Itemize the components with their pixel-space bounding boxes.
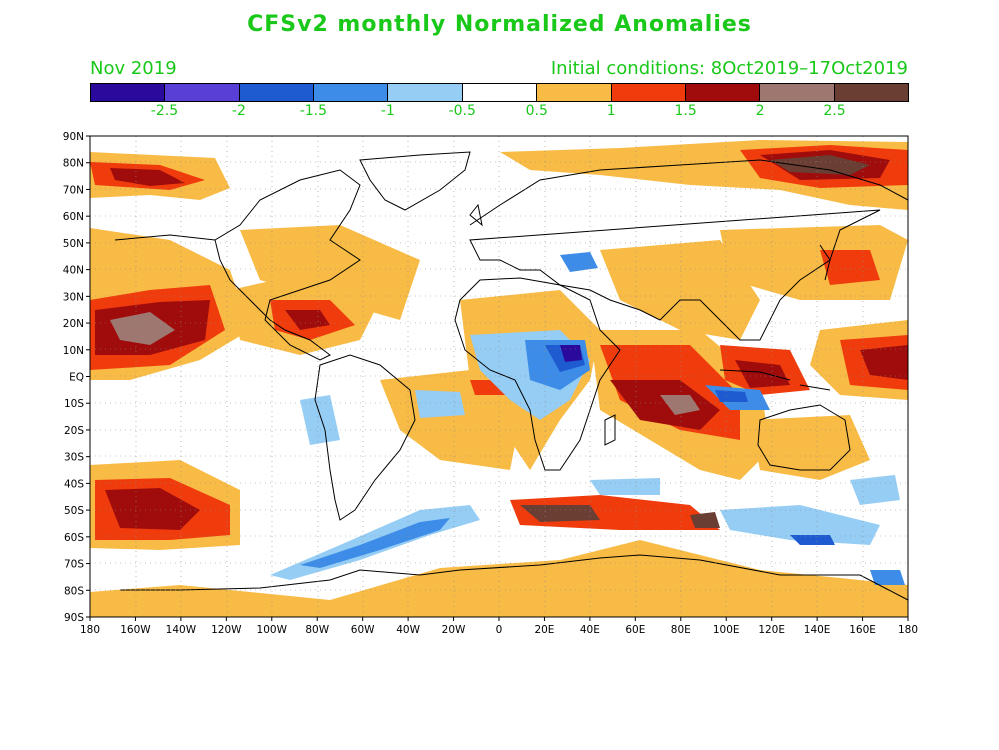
- colorbar-segment: [91, 84, 166, 101]
- longitude-label: 160W: [120, 624, 151, 636]
- map-title: CFSv2 monthly Normalized Anomalies: [247, 12, 752, 37]
- axis-ticks: [86, 135, 909, 621]
- colorbar-segment: [537, 84, 612, 101]
- latitude-label: 90S: [64, 612, 84, 624]
- longitude-label: 40E: [580, 624, 600, 636]
- colorbar-label: 1: [606, 103, 616, 119]
- latitude-label: 10S: [64, 398, 84, 410]
- colorbar-segment: [165, 84, 240, 101]
- longitude-label: 80E: [671, 624, 691, 636]
- colorbar-segment: [834, 84, 908, 101]
- colorbar-segment: [462, 84, 538, 101]
- colorbar-segment: [239, 84, 315, 101]
- longitude-label: 20W: [442, 624, 466, 636]
- latitude-label: 30N: [63, 291, 84, 303]
- latitude-labels: 90N 80N 70N 60N 50N 40N 30N 20N 10N EQ 10S 20S 30S 40…: [63, 131, 85, 624]
- colorbar-segment: [760, 84, 835, 101]
- colorbar-label: -2.5: [150, 103, 179, 119]
- latitude-label: EQ: [69, 372, 84, 384]
- longitude-label: 180: [80, 624, 100, 636]
- latitude-label: 20S: [64, 425, 84, 437]
- latitude-label: 50S: [64, 505, 84, 517]
- latitude-label: 70S: [64, 559, 84, 571]
- colorbar-labels: -2.5 -2 -1.5 -1 -0.5 0.5 1 1.5 2 2.5: [90, 103, 909, 121]
- latitude-label: 30S: [64, 452, 84, 464]
- latitude-label: 80N: [63, 158, 84, 170]
- colorbar-segment: [314, 84, 389, 101]
- continent-outlines: [114, 151, 909, 601]
- anomaly-shading: [90, 140, 908, 617]
- longitude-label: 100W: [257, 624, 288, 636]
- latitude-label: 80S: [64, 585, 84, 597]
- latitude-label: 50N: [63, 238, 84, 250]
- longitude-label: 140W: [166, 624, 197, 636]
- longitude-label: 40W: [396, 624, 420, 636]
- map-grid: [90, 136, 908, 617]
- colorbar-label: 0.5: [525, 103, 548, 119]
- latitude-label: 20N: [63, 318, 84, 330]
- colorbar-label: 2.5: [823, 103, 846, 119]
- longitude-label: 100E: [713, 624, 740, 636]
- longitude-label: 120E: [758, 624, 785, 636]
- longitude-label: 160E: [849, 624, 876, 636]
- latitude-label: 60S: [64, 532, 84, 544]
- colorbar-label: 2: [755, 103, 765, 119]
- latitude-label: 40S: [64, 478, 84, 490]
- longitude-label: 140E: [804, 624, 831, 636]
- colorbar-label: -1.5: [299, 103, 328, 119]
- colorbar-label: -2: [231, 103, 246, 119]
- initial-conditions: Initial conditions: 8Oct2019–17Oct2019: [550, 58, 908, 79]
- longitude-label: 20E: [534, 624, 554, 636]
- colorbar-label: 1.5: [674, 103, 697, 119]
- colorbar-label: -1: [380, 103, 395, 119]
- latitude-label: 90N: [63, 131, 84, 143]
- forecast-period: Nov 2019: [90, 58, 177, 79]
- longitude-label: 60W: [351, 624, 375, 636]
- colorbar-segment: [388, 84, 463, 101]
- longitude-label: 0: [496, 624, 503, 636]
- colorbar-label: -0.5: [448, 103, 476, 119]
- longitude-labels: 180 160W 140W 120W 100W 80W 60W 40W 20W 0 20E 40E 60…: [80, 624, 918, 636]
- longitude-label: 60E: [625, 624, 645, 636]
- longitude-label: 80W: [305, 624, 329, 636]
- longitude-label: 180: [898, 624, 918, 636]
- colorbar-segment: [611, 84, 686, 101]
- latitude-label: 60N: [63, 211, 84, 223]
- latitude-label: 40N: [63, 265, 84, 277]
- colorbar-segment: [685, 84, 761, 101]
- latitude-label: 10N: [63, 345, 84, 357]
- colorbar: [90, 83, 909, 102]
- latitude-label: 70N: [63, 184, 84, 196]
- longitude-label: 120W: [211, 624, 242, 636]
